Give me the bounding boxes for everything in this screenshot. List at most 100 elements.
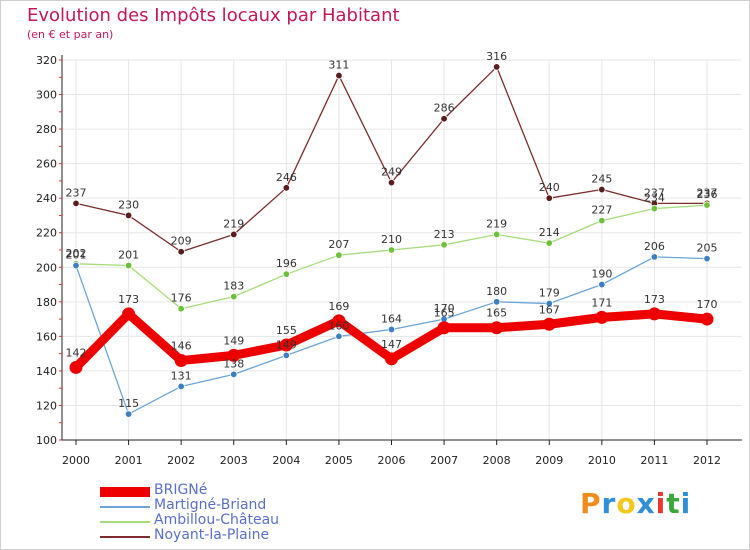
- data-label: 149: [276, 338, 297, 351]
- x-tick-label: 2010: [588, 454, 616, 467]
- legend-item: BRIGNé: [100, 482, 360, 499]
- y-tick-label: 260: [36, 158, 57, 171]
- data-point: [387, 325, 396, 334]
- y-tick-label: 180: [36, 296, 57, 309]
- data-point: [72, 261, 80, 270]
- logo-letter: i: [680, 487, 692, 520]
- data-label: 230: [118, 198, 139, 211]
- data-point: [647, 307, 661, 321]
- data-point: [332, 314, 346, 328]
- chart-subtitle: (en € et par an): [27, 28, 114, 41]
- data-point: [69, 360, 83, 374]
- data-point: [703, 254, 711, 263]
- x-tick-label: 2006: [378, 454, 406, 467]
- data-point: [700, 312, 714, 326]
- legend-label: BRIGNé: [154, 482, 208, 498]
- data-point: [437, 321, 451, 335]
- legend-label: Noyant-la-Plaine: [154, 527, 270, 543]
- data-point: [598, 216, 606, 225]
- data-label: 179: [539, 287, 560, 300]
- data-label: 237: [66, 186, 87, 199]
- data-label: 176: [171, 292, 192, 305]
- data-label: 209: [171, 235, 192, 248]
- data-label: 196: [276, 257, 297, 270]
- data-label: 142: [66, 346, 87, 359]
- logo-letter: r: [601, 487, 617, 520]
- y-tick-label: 300: [36, 89, 57, 102]
- legend-swatch: [100, 521, 150, 523]
- x-tick-label: 2005: [325, 454, 353, 467]
- y-tick-label: 280: [36, 123, 57, 136]
- data-point: [122, 307, 136, 321]
- data-label: 245: [591, 173, 612, 186]
- y-tick-label: 200: [36, 261, 57, 274]
- data-point: [492, 298, 501, 306]
- data-point: [124, 211, 133, 220]
- y-tick-label: 100: [36, 434, 57, 447]
- data-label: 205: [697, 242, 718, 255]
- data-label: 147: [381, 338, 402, 351]
- x-tick-label: 2012: [693, 454, 721, 467]
- data-point: [124, 410, 133, 418]
- data-point: [387, 246, 396, 254]
- data-label: 190: [591, 268, 612, 281]
- data-point: [598, 280, 606, 289]
- data-point: [177, 248, 185, 256]
- x-tick-label: 2004: [272, 454, 300, 467]
- data-label: 169: [328, 300, 349, 313]
- x-tick-label: 2003: [220, 454, 248, 467]
- data-label: 171: [591, 296, 612, 309]
- data-point: [177, 382, 185, 391]
- data-label: 213: [434, 228, 455, 241]
- x-tick-label: 2008: [483, 454, 511, 467]
- data-label: 170: [697, 298, 718, 311]
- data-label: 173: [644, 293, 665, 306]
- data-label: 227: [591, 204, 612, 217]
- data-label: 165: [486, 307, 507, 320]
- data-label: 164: [381, 312, 402, 325]
- data-point: [72, 199, 80, 208]
- y-tick-label: 320: [36, 54, 57, 67]
- data-label: 160: [328, 319, 349, 332]
- data-point: [545, 299, 553, 308]
- legend: BRIGNé Martigné-Briand Ambillou-Château Noy…: [100, 482, 360, 544]
- data-label: 249: [381, 166, 402, 179]
- data-point: [703, 201, 711, 209]
- data-point: [174, 354, 188, 368]
- legend-item: Martigné-Briand: [100, 497, 360, 514]
- data-label: 311: [328, 59, 349, 72]
- x-tick-label: 2002: [167, 454, 195, 467]
- data-label: 236: [697, 188, 718, 201]
- data-point: [282, 184, 291, 192]
- data-point: [230, 230, 238, 239]
- data-label: 173: [118, 293, 139, 306]
- data-label: 202: [66, 247, 87, 260]
- data-point: [490, 321, 504, 335]
- y-tick-label: 120: [36, 399, 57, 412]
- data-label: 316: [486, 50, 507, 63]
- data-label: 237: [697, 186, 718, 199]
- data-point: [440, 241, 448, 249]
- data-label: 115: [118, 397, 139, 410]
- data-label: 237: [644, 186, 665, 199]
- data-point: [542, 317, 556, 331]
- x-tick-label: 2009: [535, 454, 563, 467]
- x-tick-label: 2000: [62, 454, 90, 467]
- x-tick-label: 2011: [640, 454, 668, 467]
- data-point: [440, 115, 448, 123]
- data-point: [282, 351, 291, 360]
- legend-label: Martigné-Briand: [154, 497, 267, 513]
- data-point: [650, 204, 659, 213]
- data-label: 183: [223, 280, 244, 293]
- data-point: [492, 230, 501, 239]
- data-label: 170: [434, 302, 455, 315]
- legend-label: Ambillou-Château: [154, 512, 280, 528]
- data-point: [279, 338, 293, 352]
- data-label: 167: [539, 303, 560, 316]
- data-point: [385, 352, 398, 366]
- legend-swatch: [100, 506, 150, 508]
- logo-letter: t: [666, 487, 681, 520]
- y-tick-label: 160: [36, 330, 57, 343]
- data-label: 149: [223, 334, 244, 347]
